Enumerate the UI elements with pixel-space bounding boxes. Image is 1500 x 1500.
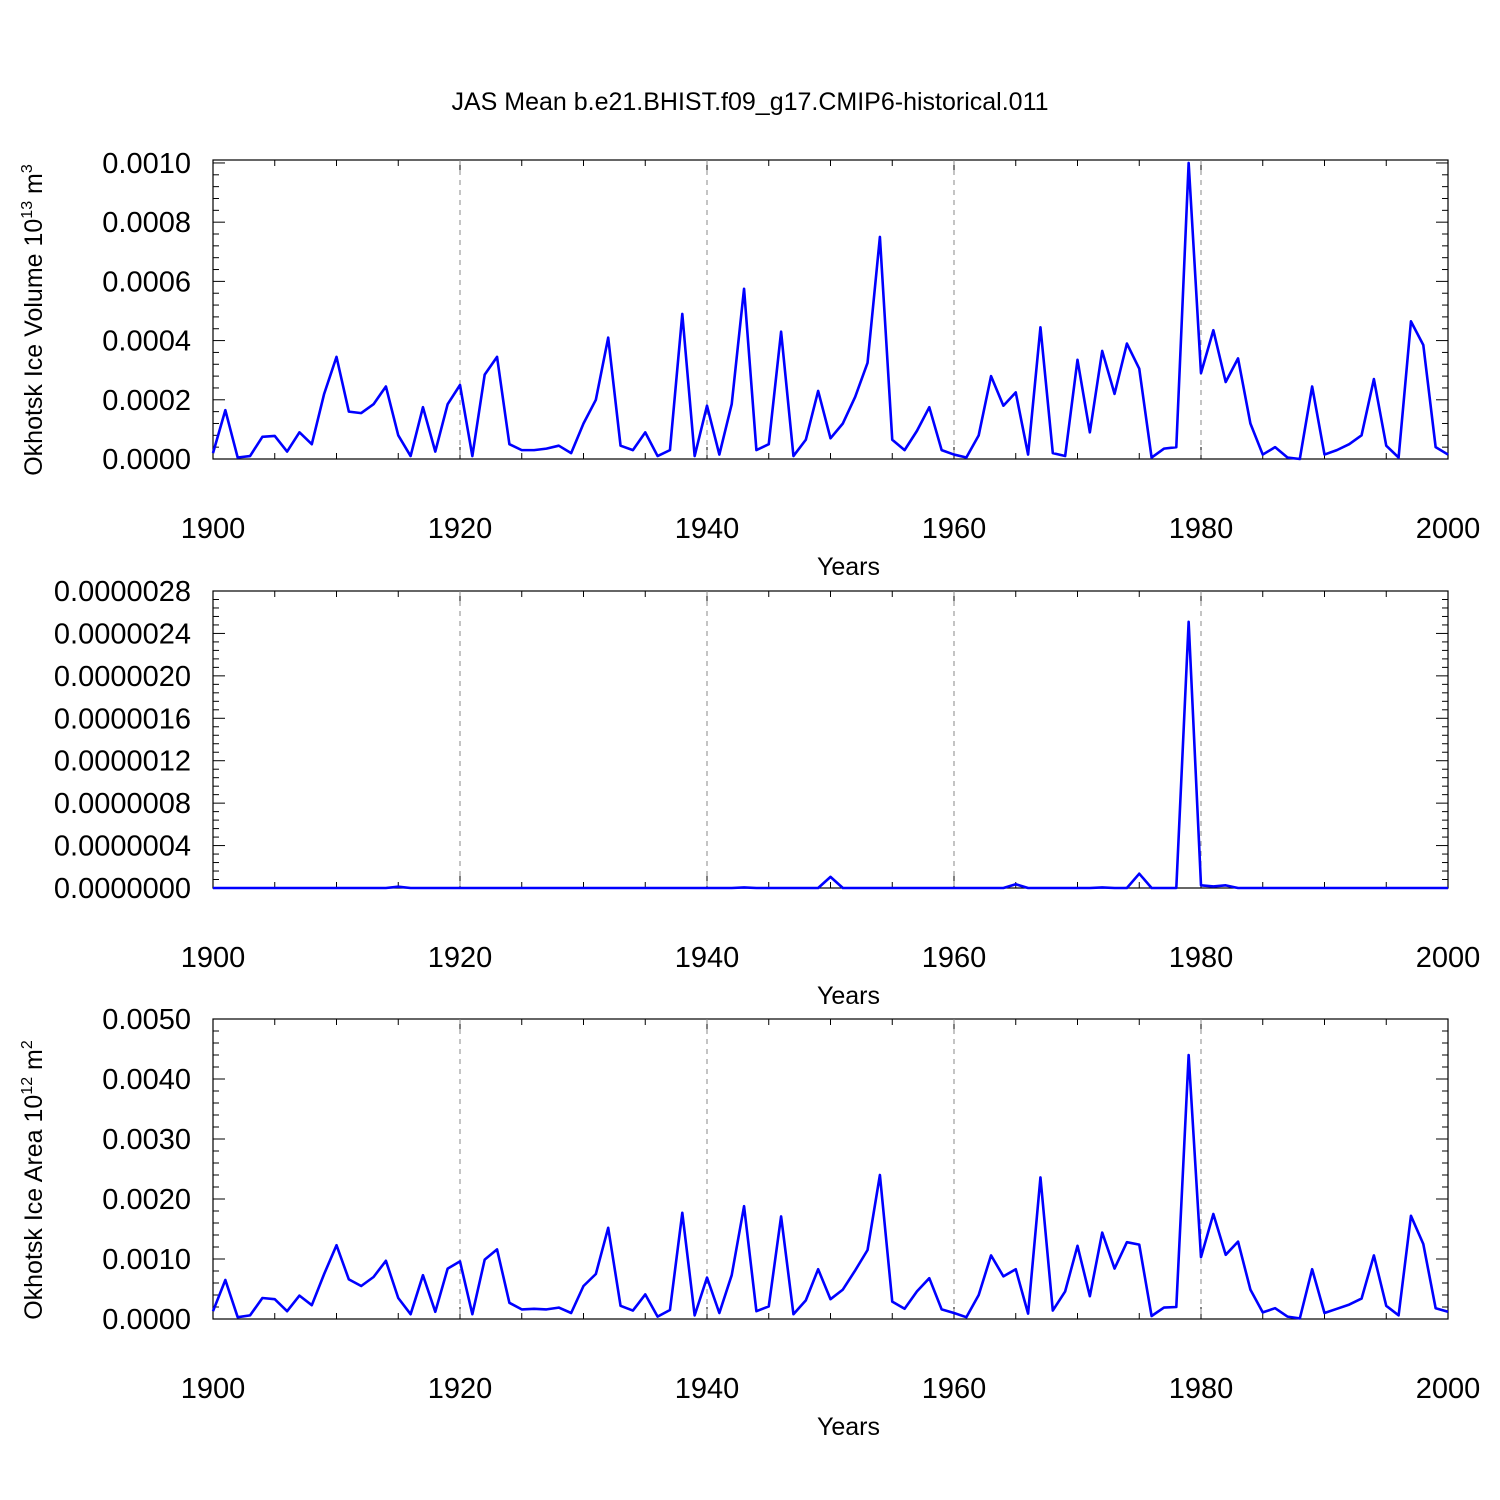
panel-3-xtick-label: 1960 — [922, 1373, 987, 1405]
panel-2-ytick-label: 0.0000000 — [54, 873, 191, 905]
panel-2-ytick-label: 0.0000028 — [54, 576, 191, 608]
panel-2-ytick-label: 0.0000024 — [54, 618, 191, 650]
panel-1-ytick-label: 0.0002 — [102, 385, 191, 417]
panel-3-ylabel-part: Okhotsk Ice Area 10 — [20, 1095, 48, 1320]
panel-1-xtick-label: 1940 — [675, 513, 740, 545]
panel-1-ytick-label: 0.0000 — [102, 444, 191, 476]
panel-3-ylabel: Okhotsk Ice Area 1012 m2 — [19, 1040, 48, 1320]
panel-1-ylabel: Okhotsk Ice Volume 1013 m3 — [19, 164, 48, 476]
panel-3-ytick-label: 0.0040 — [102, 1064, 191, 1096]
panel-1-ylabel-part: 3 — [19, 164, 36, 173]
panel-2-xtick-label: 1900 — [181, 942, 246, 974]
panel-1-xtick-label: 1980 — [1169, 513, 1234, 545]
panel-3-ylabel-part: m — [20, 1049, 48, 1077]
panel-1-ylabel-part: 13 — [19, 201, 36, 219]
panel-2-frame — [212, 590, 1449, 889]
panel-3-ytick-label: 0.0010 — [102, 1244, 191, 1276]
panel-3-ylabel-part: 12 — [19, 1077, 36, 1095]
panel-3-series-line — [211, 1053, 1449, 1320]
panel-1-ytick-label: 0.0004 — [102, 326, 191, 358]
panel-1-xtick-label: 2000 — [1416, 513, 1481, 545]
panel-2-series-line — [213, 620, 1448, 890]
panel-1-ytick-label: 0.0010 — [102, 148, 191, 180]
panel-1-xtick-label: 1920 — [428, 513, 493, 545]
panel-2-xtick-label: 1960 — [922, 942, 987, 974]
panel-3-ytick-label: 0.0050 — [102, 1004, 191, 1036]
panel-2-ytick-label: 0.0000016 — [54, 703, 191, 735]
chart-title: JAS Mean b.e21.BHIST.f09_g17.CMIP6-histo… — [451, 88, 1048, 116]
panel-3-xtick-label: 1900 — [181, 1373, 246, 1405]
panel-3-ytick-label: 0.0000 — [102, 1304, 191, 1336]
panel-2-ytick-label: 0.0000020 — [54, 661, 191, 693]
panel-2-xlabel: Years — [817, 982, 880, 1010]
panel-1-ytick-label: 0.0008 — [102, 207, 191, 239]
panel-3-xtick-label: 1920 — [428, 1373, 493, 1405]
panel-1-xtick-label: 1960 — [922, 513, 987, 545]
panel-2-ytick-label: 0.0000012 — [54, 746, 191, 778]
panel-2-xtick-label: 1980 — [1169, 942, 1234, 974]
panel-3-ylabel-part: 2 — [19, 1040, 36, 1049]
panel-1-series-line — [211, 161, 1449, 461]
panel-3-xtick-label: 1980 — [1169, 1373, 1234, 1405]
panel-3-xtick-label: 1940 — [675, 1373, 740, 1405]
panel-2-ytick-label: 0.0000004 — [54, 831, 191, 863]
panel-2-xtick-label: 1920 — [428, 942, 493, 974]
panel-1-ylabel-part: Okhotsk Ice Volume 10 — [20, 219, 48, 476]
panel-1-xlabel: Years — [817, 553, 880, 581]
panel-1-frame — [212, 159, 1449, 460]
panel-3-ytick-label: 0.0030 — [102, 1124, 191, 1156]
panel-2-xtick-label: 2000 — [1416, 942, 1481, 974]
panel-2-ytick-label: 0.0000008 — [54, 788, 191, 820]
panel-3-ytick-label: 0.0020 — [102, 1184, 191, 1216]
panel-1-xtick-label: 1900 — [181, 513, 246, 545]
panel-3-xlabel: Years — [817, 1413, 880, 1441]
panel-2-xtick-label: 1940 — [675, 942, 740, 974]
panel-3-frame — [212, 1018, 1449, 1320]
panel-1-ylabel-part: m — [20, 173, 48, 201]
panel-1-ytick-label: 0.0006 — [102, 266, 191, 298]
panel-3-xtick-label: 2000 — [1416, 1373, 1481, 1405]
